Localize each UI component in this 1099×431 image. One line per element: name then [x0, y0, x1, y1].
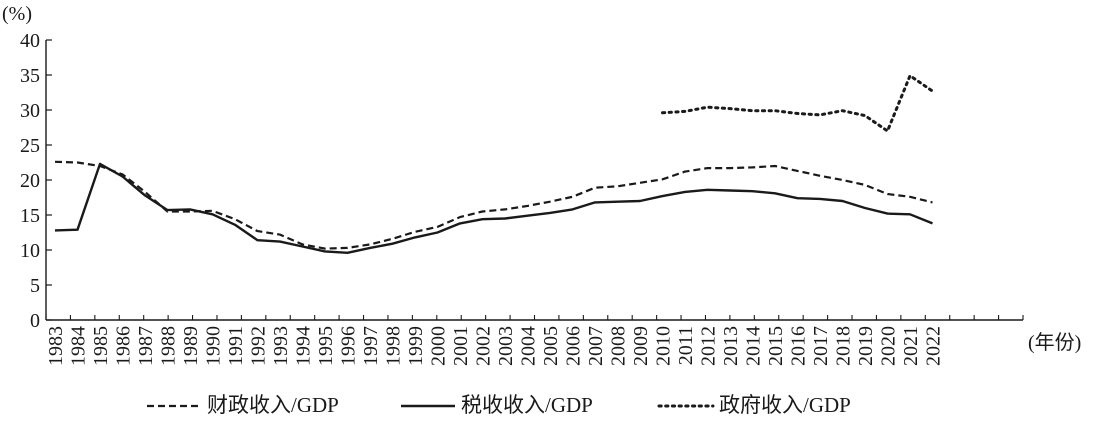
x-tick-label: 1993 — [270, 326, 292, 366]
axes — [45, 40, 1023, 321]
x-tick-label: 2001 — [450, 326, 472, 366]
legend-label-3: 政府收入/GDP — [719, 393, 851, 417]
x-tick-label: 2005 — [540, 326, 562, 366]
y-tick-label: 0 — [30, 310, 40, 332]
x-tick-label: 2000 — [428, 326, 450, 366]
x-tick-label: 1988 — [158, 326, 180, 366]
x-tick-label: 2003 — [495, 326, 517, 366]
x-tick-label: 2016 — [788, 326, 810, 366]
x-tick-label: 2019 — [855, 326, 877, 366]
y-tick-label: 40 — [20, 30, 40, 52]
x-tick-label: 1984 — [68, 326, 90, 366]
y-ticks: 0 5 10 15 20 25 30 35 40 — [20, 30, 52, 332]
x-ticks: 1983 1984 1985 1986 1987 1988 1989 1990 1991 1992… — [45, 315, 1024, 366]
legend-label-2: 税收收入/GDP — [461, 393, 593, 417]
y-tick-label: 20 — [20, 170, 40, 192]
x-tick-label: 1991 — [225, 326, 247, 366]
series-line-3 — [661, 74, 934, 133]
x-tick-label: 1998 — [383, 326, 405, 366]
x-tick-label: 2017 — [810, 326, 832, 366]
y-tick-label: 5 — [30, 275, 40, 297]
x-tick-label: 2006 — [563, 326, 585, 366]
y-tick-label: 15 — [20, 205, 40, 227]
x-tick-label: 2010 — [653, 326, 675, 366]
x-tick-label: 1990 — [203, 326, 225, 366]
x-tick-label: 1989 — [180, 326, 202, 366]
legend: 财政收入/GDP 税收收入/GDP 政府收入/GDP — [147, 393, 851, 417]
y-axis-unit-label: (%) — [2, 3, 32, 25]
x-tick-label: 2004 — [518, 326, 540, 366]
x-tick-label: 1986 — [113, 326, 135, 366]
x-tick-label: 1994 — [293, 326, 315, 366]
y-tick-label: 35 — [20, 65, 40, 87]
x-tick-label: 1983 — [45, 326, 67, 366]
legend-label-1: 财政收入/GDP — [207, 393, 339, 417]
x-tick-label: 2007 — [585, 326, 607, 366]
y-tick-label: 10 — [20, 240, 40, 262]
x-tick-label: 1997 — [360, 326, 382, 366]
x-tick-label: 1999 — [405, 326, 427, 366]
series-lines — [54, 74, 934, 254]
x-tick-label: 2015 — [765, 326, 787, 366]
x-tick-label: 1995 — [315, 326, 337, 366]
x-tick-label: 1996 — [338, 326, 360, 366]
x-tick-label: 2014 — [743, 326, 765, 366]
x-tick-label: 2012 — [698, 326, 720, 366]
series-line-2 — [54, 162, 933, 254]
x-tick-label: 1992 — [248, 326, 270, 366]
x-axis-unit-label: (年份) — [1028, 331, 1081, 354]
x-tick-label: 2021 — [900, 326, 922, 366]
x-tick-label: 2020 — [878, 326, 900, 366]
x-tick-label: 1987 — [135, 326, 157, 366]
x-tick-label: 2008 — [608, 326, 630, 366]
x-tick-label: 2022 — [923, 326, 945, 366]
y-tick-label: 30 — [20, 100, 40, 122]
x-tick-label: 2002 — [473, 326, 495, 366]
y-tick-label: 25 — [20, 135, 40, 157]
x-tick-label: 2018 — [833, 326, 855, 366]
x-tick-label: 2009 — [630, 326, 652, 366]
x-tick-label: 2011 — [675, 326, 697, 365]
x-tick-label: 1985 — [90, 326, 112, 366]
series-line-1 — [54, 160, 933, 250]
x-tick-label: 2013 — [720, 326, 742, 366]
